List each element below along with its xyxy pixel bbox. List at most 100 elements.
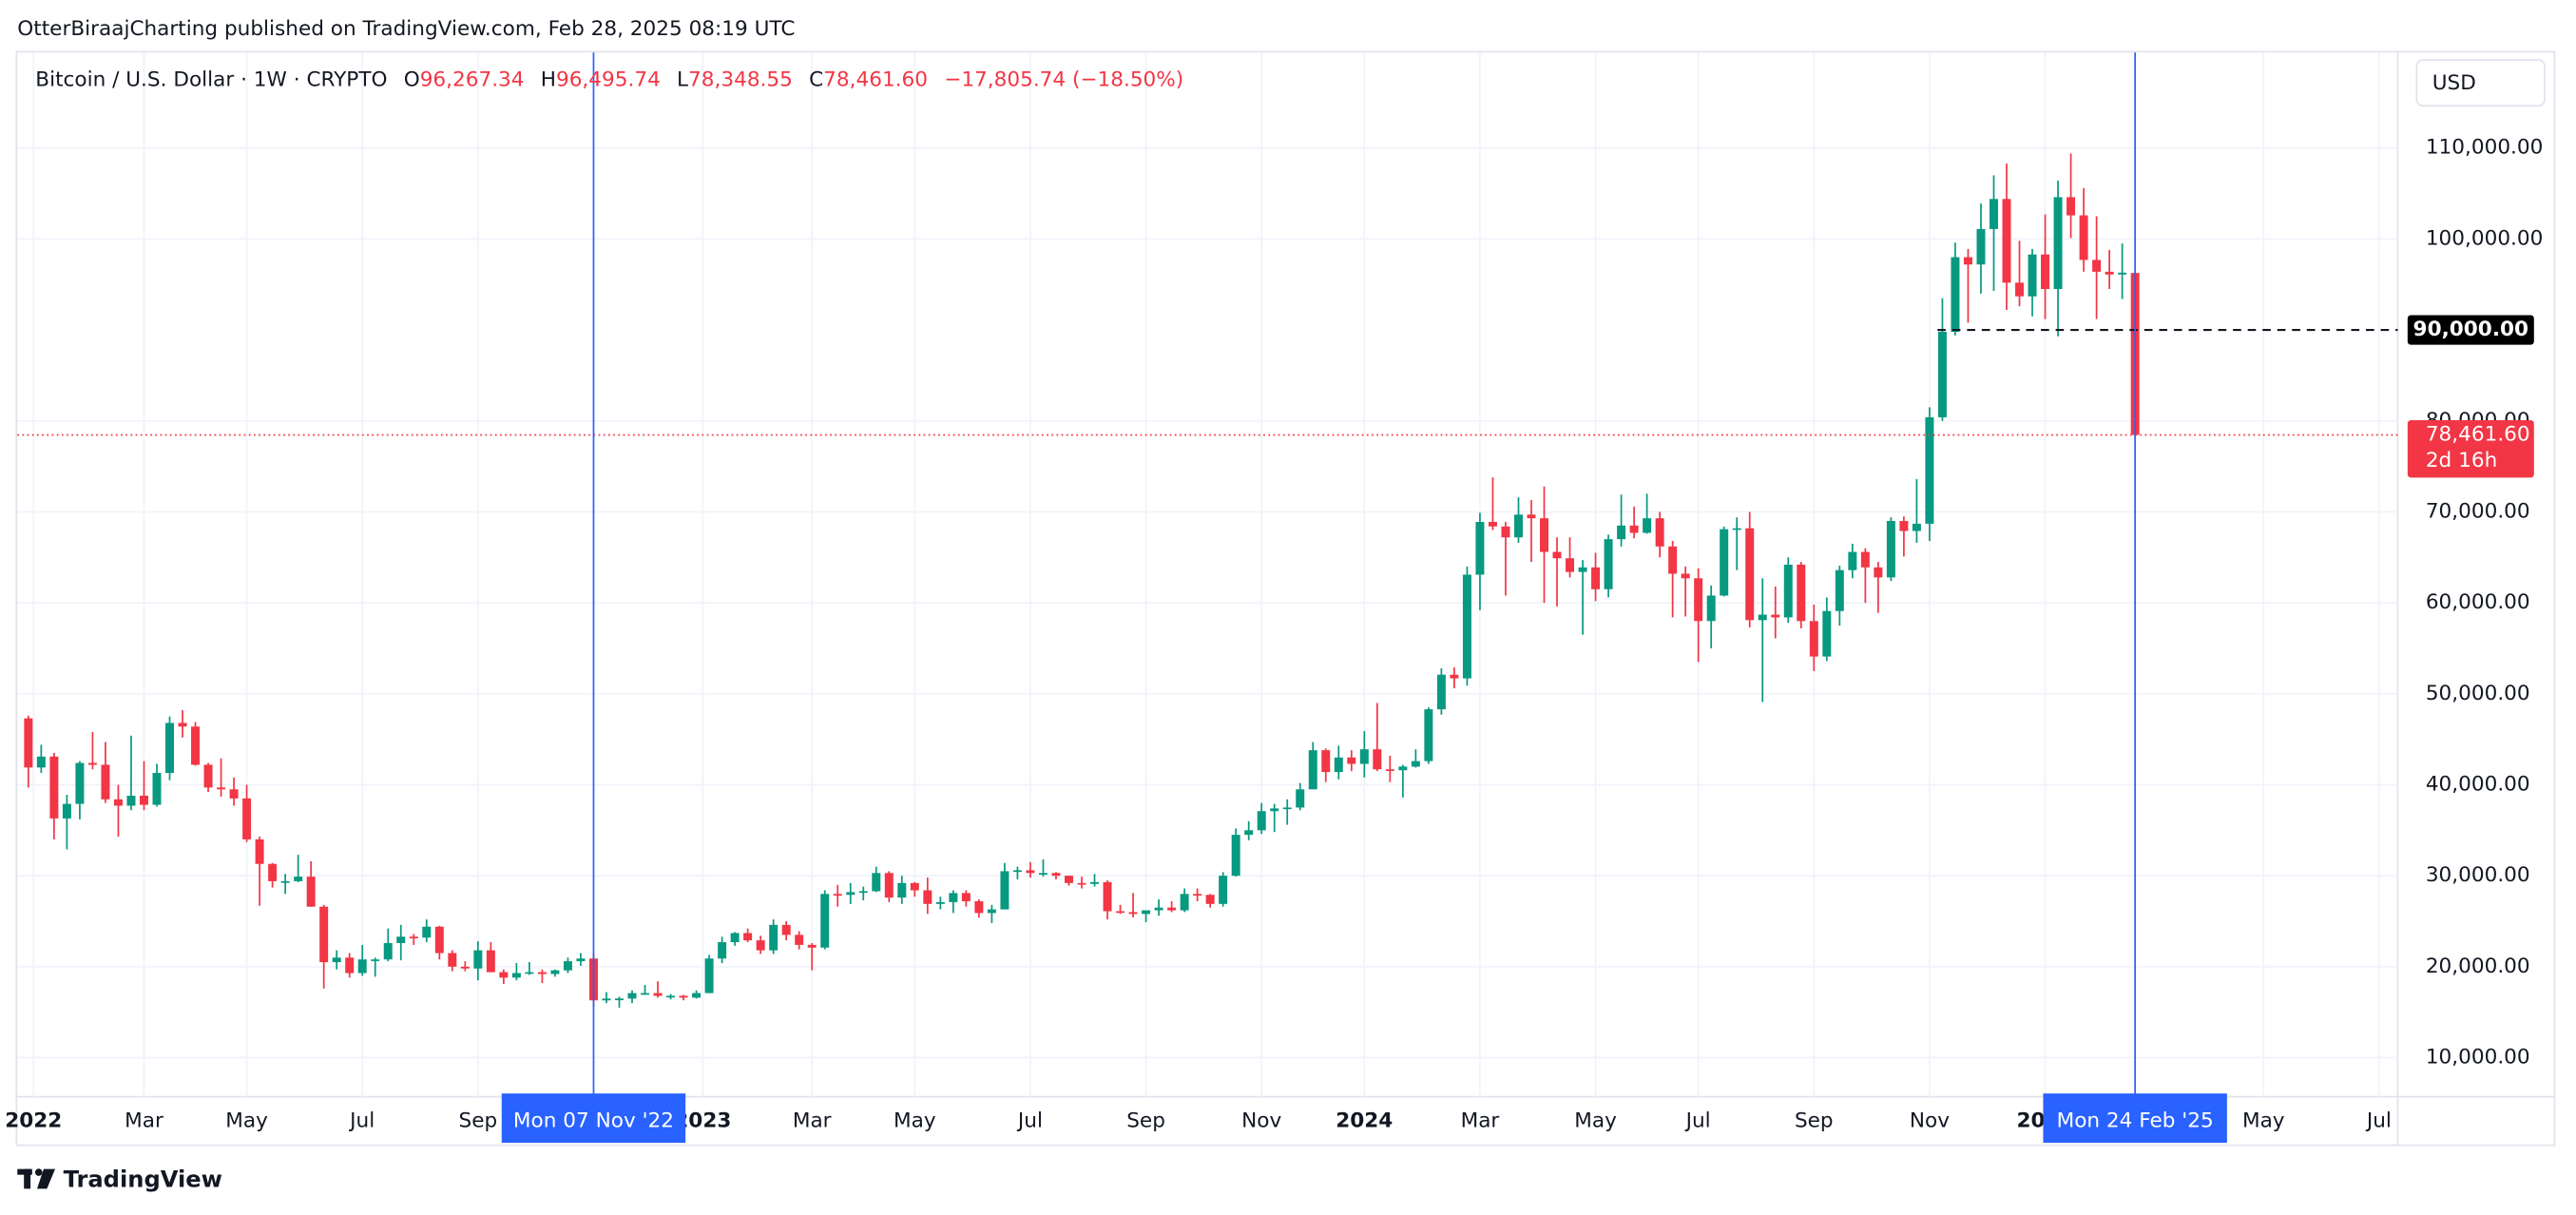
candle-body (383, 942, 393, 960)
candle-body (409, 936, 418, 938)
candle-body (1732, 528, 1741, 530)
crosshair-label: Mon 24 Feb '25 (2057, 1109, 2214, 1133)
candle-body (1835, 569, 1844, 611)
candle-body (1899, 521, 1909, 531)
candle-body (1886, 521, 1895, 578)
candle-body (306, 877, 316, 907)
candle-body (1411, 761, 1420, 767)
candle-body (178, 723, 187, 727)
candle-body (1154, 907, 1163, 911)
candle-body (2118, 272, 2127, 275)
ohlc-key: L (677, 68, 688, 92)
x-tick-label: Sep (1126, 1109, 1165, 1133)
candle-body (1282, 807, 1292, 810)
candle-body (1488, 521, 1497, 527)
candle-body (152, 773, 162, 805)
ohlc-value: 78,348.55 (688, 68, 793, 92)
candle-body (345, 957, 355, 974)
x-tick-label: 2024 (1336, 1109, 1393, 1133)
candle-body (2053, 197, 2063, 290)
x-tick-label: Jul (1684, 1109, 1711, 1133)
countdown-label: 2d 16h (2426, 449, 2497, 472)
candle-body (961, 893, 971, 901)
candle-body (756, 940, 765, 951)
x-tick-label: Nov (1241, 1109, 1281, 1133)
candle-body (1116, 911, 1125, 914)
candle-body (1308, 750, 1317, 790)
candle-body (730, 933, 740, 943)
footer-logo (17, 1168, 56, 1189)
x-tick-label: May (894, 1109, 936, 1133)
currency-button[interactable] (2415, 59, 2546, 107)
candle-body (1797, 564, 1806, 622)
candle-body (1257, 811, 1266, 831)
candle-body (846, 892, 855, 896)
y-tick-label: 20,000.00 (2426, 955, 2530, 978)
x-tick-label: Mar (125, 1109, 163, 1133)
candle-body (923, 890, 932, 904)
candle-body (2092, 260, 2102, 272)
candle-body (884, 873, 894, 898)
candle-body (1231, 835, 1240, 877)
candle-body (1874, 567, 1883, 578)
candle-body (987, 909, 996, 914)
candle-body (1578, 567, 1587, 572)
candle-body (113, 799, 123, 806)
y-tick-label: 60,000.00 (2426, 590, 2530, 614)
y-tick-label: 30,000.00 (2426, 863, 2530, 887)
candle-body (743, 933, 753, 941)
candle-body (1848, 551, 1857, 570)
level-label: 90,000.00 (2413, 318, 2529, 341)
x-tick-label: Nov (1910, 1109, 1950, 1133)
candle-body (576, 958, 586, 962)
candle-body (229, 789, 239, 799)
candle-body (1860, 551, 1870, 568)
y-tick-label: 40,000.00 (2426, 772, 2530, 796)
candle-body (525, 972, 534, 974)
y-tick-label: 10,000.00 (2426, 1046, 2530, 1070)
candle-body (1591, 567, 1601, 589)
candle-body (550, 970, 560, 974)
x-tick-label: Mar (1461, 1109, 1500, 1133)
candle-body (1990, 199, 1998, 229)
candle-body (24, 718, 33, 768)
candle-body (1501, 526, 1510, 538)
candle-body (1822, 610, 1832, 657)
candle-body (1655, 518, 1664, 547)
candle-body (949, 893, 958, 902)
candle-body (1604, 539, 1613, 589)
candle-body (1270, 808, 1279, 812)
x-tick-label: May (2242, 1109, 2285, 1133)
candle-body (615, 998, 624, 1001)
x-tick-label: Sep (1795, 1109, 1834, 1133)
candle-body (807, 944, 817, 948)
candle-body (820, 894, 830, 948)
candle-body (422, 926, 432, 938)
candle-body (1373, 749, 1382, 770)
grid (17, 52, 2398, 1097)
candle-body (718, 942, 727, 959)
currency[interactable]: USD (2432, 71, 2476, 95)
candle-body (101, 764, 110, 800)
candle-body (1385, 769, 1394, 771)
candle-body (897, 882, 907, 898)
ohlc-key: C (809, 68, 823, 92)
candle-body (396, 936, 406, 943)
candle-body (191, 726, 201, 765)
candle-body (910, 882, 919, 891)
candle-body (2028, 254, 2037, 297)
candle-body (1758, 614, 1767, 621)
candle-body (795, 935, 804, 945)
candle-body (1912, 523, 1921, 531)
y-tick-label: 70,000.00 (2426, 499, 2530, 523)
logo-part (24, 1168, 31, 1189)
candle-body (833, 894, 842, 897)
ohlc-key: O (404, 68, 420, 92)
candle-body (1205, 895, 1215, 904)
candle-body (280, 880, 290, 883)
x-tick-label: Jul (348, 1109, 375, 1133)
candle-body (1436, 674, 1446, 710)
candle-body (563, 961, 572, 971)
candle-body (448, 953, 457, 967)
symbol: Bitcoin / U.S. Dollar · 1W · CRYPTO (35, 68, 387, 92)
